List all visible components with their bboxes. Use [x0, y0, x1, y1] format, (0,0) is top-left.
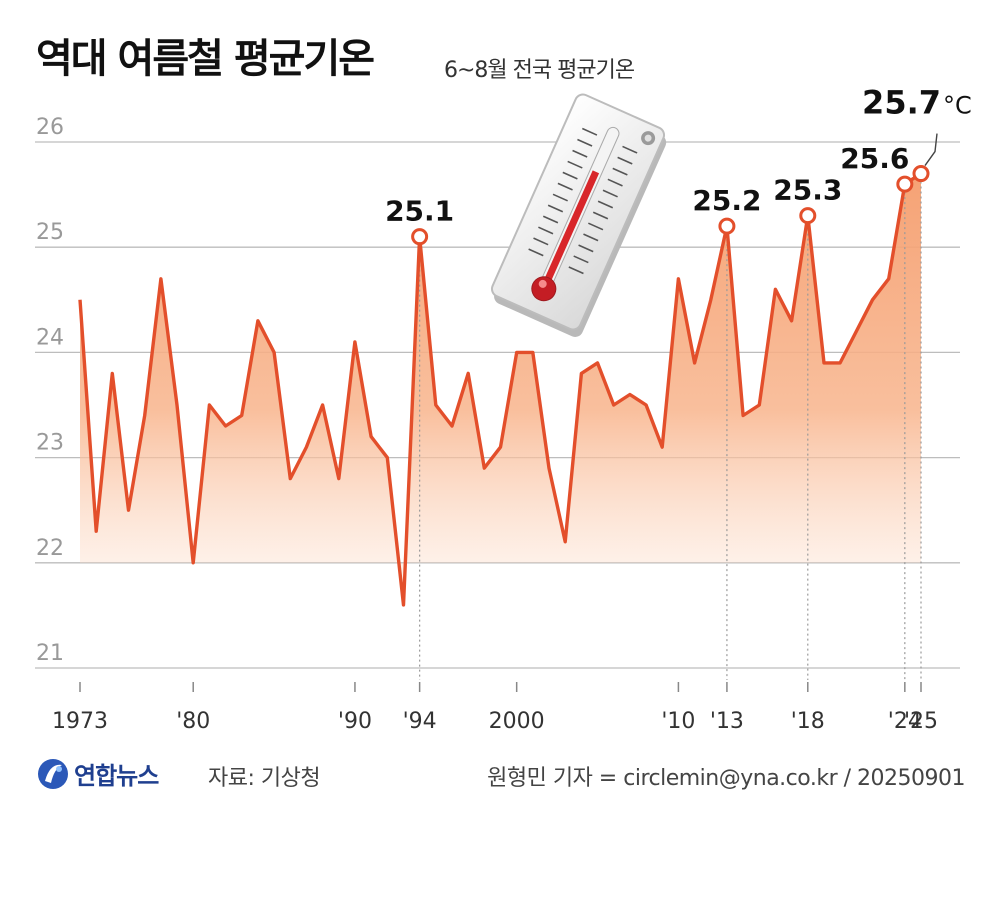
x-tick-label: '90	[338, 709, 372, 734]
y-tick-label: 21	[36, 641, 64, 666]
annotation-label: 25.7	[862, 84, 941, 122]
x-tick-label: 2000	[489, 709, 545, 734]
y-tick-label: 26	[36, 115, 64, 140]
x-tick-label: '94	[403, 709, 437, 734]
yonhap-logo-icon	[38, 758, 68, 789]
highlight-marker	[411, 228, 429, 246]
annotation-label: 25.6	[840, 142, 909, 175]
x-tick-label: '80	[176, 709, 210, 734]
highlight-marker	[896, 175, 914, 193]
y-tick-label: 22	[36, 536, 64, 561]
highlight-marker	[912, 165, 930, 183]
leader-line	[924, 133, 938, 166]
logo-text: 연합뉴스	[74, 762, 159, 790]
series-area	[80, 173, 921, 605]
series-line	[78, 172, 922, 607]
source-text: 자료: 기상청	[208, 766, 321, 791]
highlight-marker	[799, 207, 817, 225]
x-tick-label: '18	[791, 709, 825, 734]
annotation-label: 25.2	[692, 184, 761, 217]
annotation-unit: °C	[943, 92, 972, 120]
x-tick-label: '25	[904, 709, 938, 734]
y-tick-label: 24	[36, 325, 64, 350]
x-tick-label: '24	[888, 709, 922, 734]
yonhap-logo: 연합뉴스	[36, 756, 159, 791]
highlight-marker	[718, 217, 736, 235]
annotation-label: 25.3	[773, 174, 842, 207]
x-tick-label: 1973	[52, 709, 108, 734]
annotation-label: 25.1	[385, 195, 454, 228]
y-tick-label: 23	[36, 431, 64, 456]
thermometer-icon	[490, 93, 667, 337]
page-subtitle: 6~8월 전국 평균기온	[444, 58, 635, 83]
page-title: 역대 여름철 평균기온	[36, 36, 375, 82]
y-tick-label: 25	[36, 220, 64, 245]
credit-text: 원형민 기자 = circlemin@yna.co.kr / 20250901	[487, 766, 965, 791]
x-tick-label: '13	[710, 709, 744, 734]
x-tick-label: '10	[661, 709, 695, 734]
